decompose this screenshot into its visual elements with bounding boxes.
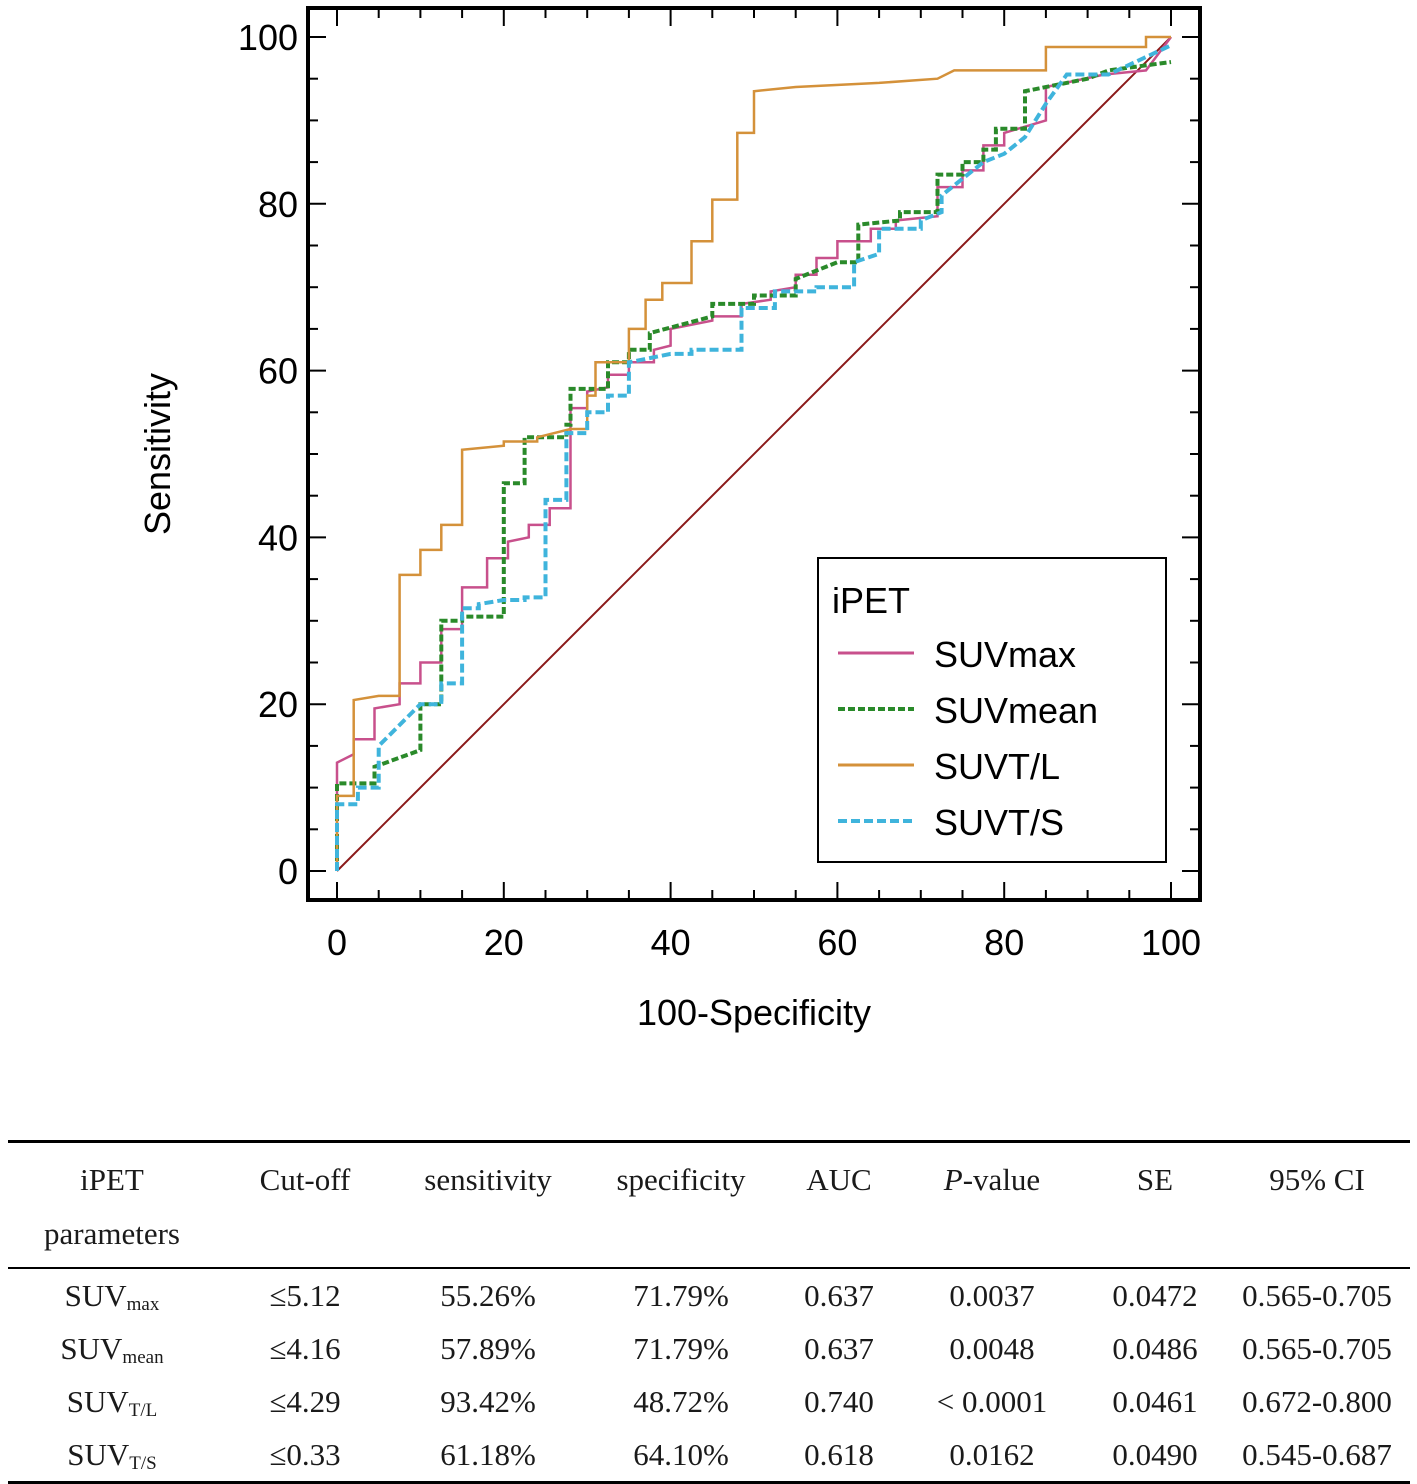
cell-cutoff: ≤4.29 [269,1383,341,1419]
legend-items: SUVmax SUVmean SUVT/L SUVT/S [838,634,1098,843]
cell-ci: 0.672-0.800 [1242,1383,1392,1419]
cell-p-value: 0.0048 [949,1330,1035,1366]
cell-p-value: 0.0162 [949,1436,1035,1472]
cell-cutoff: ≤5.12 [269,1277,341,1313]
cell-specificity: 71.79% [633,1330,729,1366]
header-p-rest: -value [962,1162,1041,1197]
table-row: SUVT/L ≤4.29 93.42% 48.72% 0.740 < 0.000… [8,1375,1410,1428]
cell-param: SUVmax [64,1277,160,1315]
cell-auc: 0.637 [804,1330,874,1366]
table-header-row: iPET parameters Cut-off sensitivity spec… [8,1142,1410,1269]
legend: iPET SUVmax SUVmean SUVT/L SUVT/S [817,557,1167,863]
cell-specificity: 64.10% [633,1436,729,1472]
x-tick-label: 20 [484,922,524,963]
cell-se: 0.0486 [1112,1330,1198,1366]
cell-sensitivity: 93.42% [440,1383,536,1419]
axis-ticks: 0 20 40 60 80 100 0 20 40 60 80 100 [238,8,1201,963]
cell-param: SUVT/L [66,1383,158,1421]
cell-cutoff: ≤4.16 [269,1330,341,1366]
results-table: iPET parameters Cut-off sensitivity spec… [8,1140,1410,1484]
x-axis-title: 100-Specificity [637,992,871,1033]
x-tick-label: 60 [817,922,857,963]
header-p-italic: P [943,1162,963,1197]
param-subscript: T/S [129,1452,157,1474]
legend-box [817,557,1167,863]
cell-param: SUVmean [60,1330,164,1368]
table-row: SUVmax ≤5.12 55.26% 71.79% 0.637 0.0037 … [8,1268,1410,1322]
legend-title: iPET [832,580,910,621]
table-row: SUVmean ≤4.16 57.89% 71.79% 0.637 0.0048… [8,1322,1410,1375]
header-parameters: parameters [44,1216,180,1251]
roc-curves [335,35,1173,871]
y-axis-title: Sensitivity [137,373,178,535]
header-sensitivity: sensitivity [424,1162,552,1197]
x-tick-label: 0 [327,922,347,963]
cell-se: 0.0490 [1112,1436,1198,1472]
table-row: SUVT/S ≤0.33 61.18% 64.10% 0.618 0.0162 … [8,1428,1410,1483]
cell-p-value: 0.0037 [949,1277,1035,1313]
y-tick-label: 0 [278,851,298,892]
header-ci: 95% CI [1269,1162,1365,1197]
x-tick-label: 100 [1141,922,1201,963]
y-tick-label: 40 [258,517,298,558]
roc-chart: 0 20 40 60 80 100 0 20 40 60 80 100 100-Specificity… [137,6,1202,1033]
param-subscript: T/L [128,1399,158,1421]
legend-label: SUVT/S [934,802,1064,843]
y-tick-label: 100 [238,17,298,58]
cell-sensitivity: 57.89% [440,1330,536,1366]
cell-specificity: 48.72% [633,1383,729,1419]
cell-param: SUVT/S [67,1436,157,1474]
legend-label: SUVT/L [934,746,1060,787]
series-line-suvt-s [335,43,1172,871]
reference-diagonal [336,36,1172,872]
series-line-suvmean [335,60,1172,871]
header-p-value: P-value [898,1142,1086,1269]
cell-ci: 0.545-0.687 [1242,1436,1392,1472]
x-tick-label: 40 [651,922,691,963]
cell-ci: 0.565-0.705 [1242,1330,1392,1366]
cell-ci: 0.565-0.705 [1242,1277,1392,1313]
x-tick-label: 80 [984,922,1024,963]
param-subscript: max [126,1293,160,1315]
legend-label: SUVmean [934,690,1098,731]
cell-auc: 0.740 [804,1383,874,1419]
header-ipet-parameters: iPET parameters [8,1142,216,1269]
legend-label: SUVmax [934,634,1076,675]
header-cutoff: Cut-off [259,1162,351,1197]
cell-se: 0.0472 [1112,1277,1198,1313]
cell-auc: 0.618 [804,1436,874,1472]
cell-sensitivity: 61.18% [440,1436,536,1472]
header-specificity: specificity [616,1162,746,1197]
diagonal-line [336,36,1172,872]
header-se: SE [1136,1162,1174,1197]
cell-p-value: < 0.0001 [936,1383,1048,1419]
y-tick-label: 80 [258,184,298,225]
y-tick-label: 20 [258,684,298,725]
header-ipet: iPET [80,1162,144,1197]
cell-specificity: 71.79% [633,1277,729,1313]
y-tick-label: 60 [258,351,298,392]
cell-sensitivity: 55.26% [440,1277,536,1313]
cell-cutoff: ≤0.33 [269,1436,341,1472]
cell-se: 0.0461 [1112,1383,1198,1419]
param-subscript: mean [122,1346,164,1368]
header-auc: AUC [806,1162,872,1197]
cell-auc: 0.637 [804,1277,874,1313]
